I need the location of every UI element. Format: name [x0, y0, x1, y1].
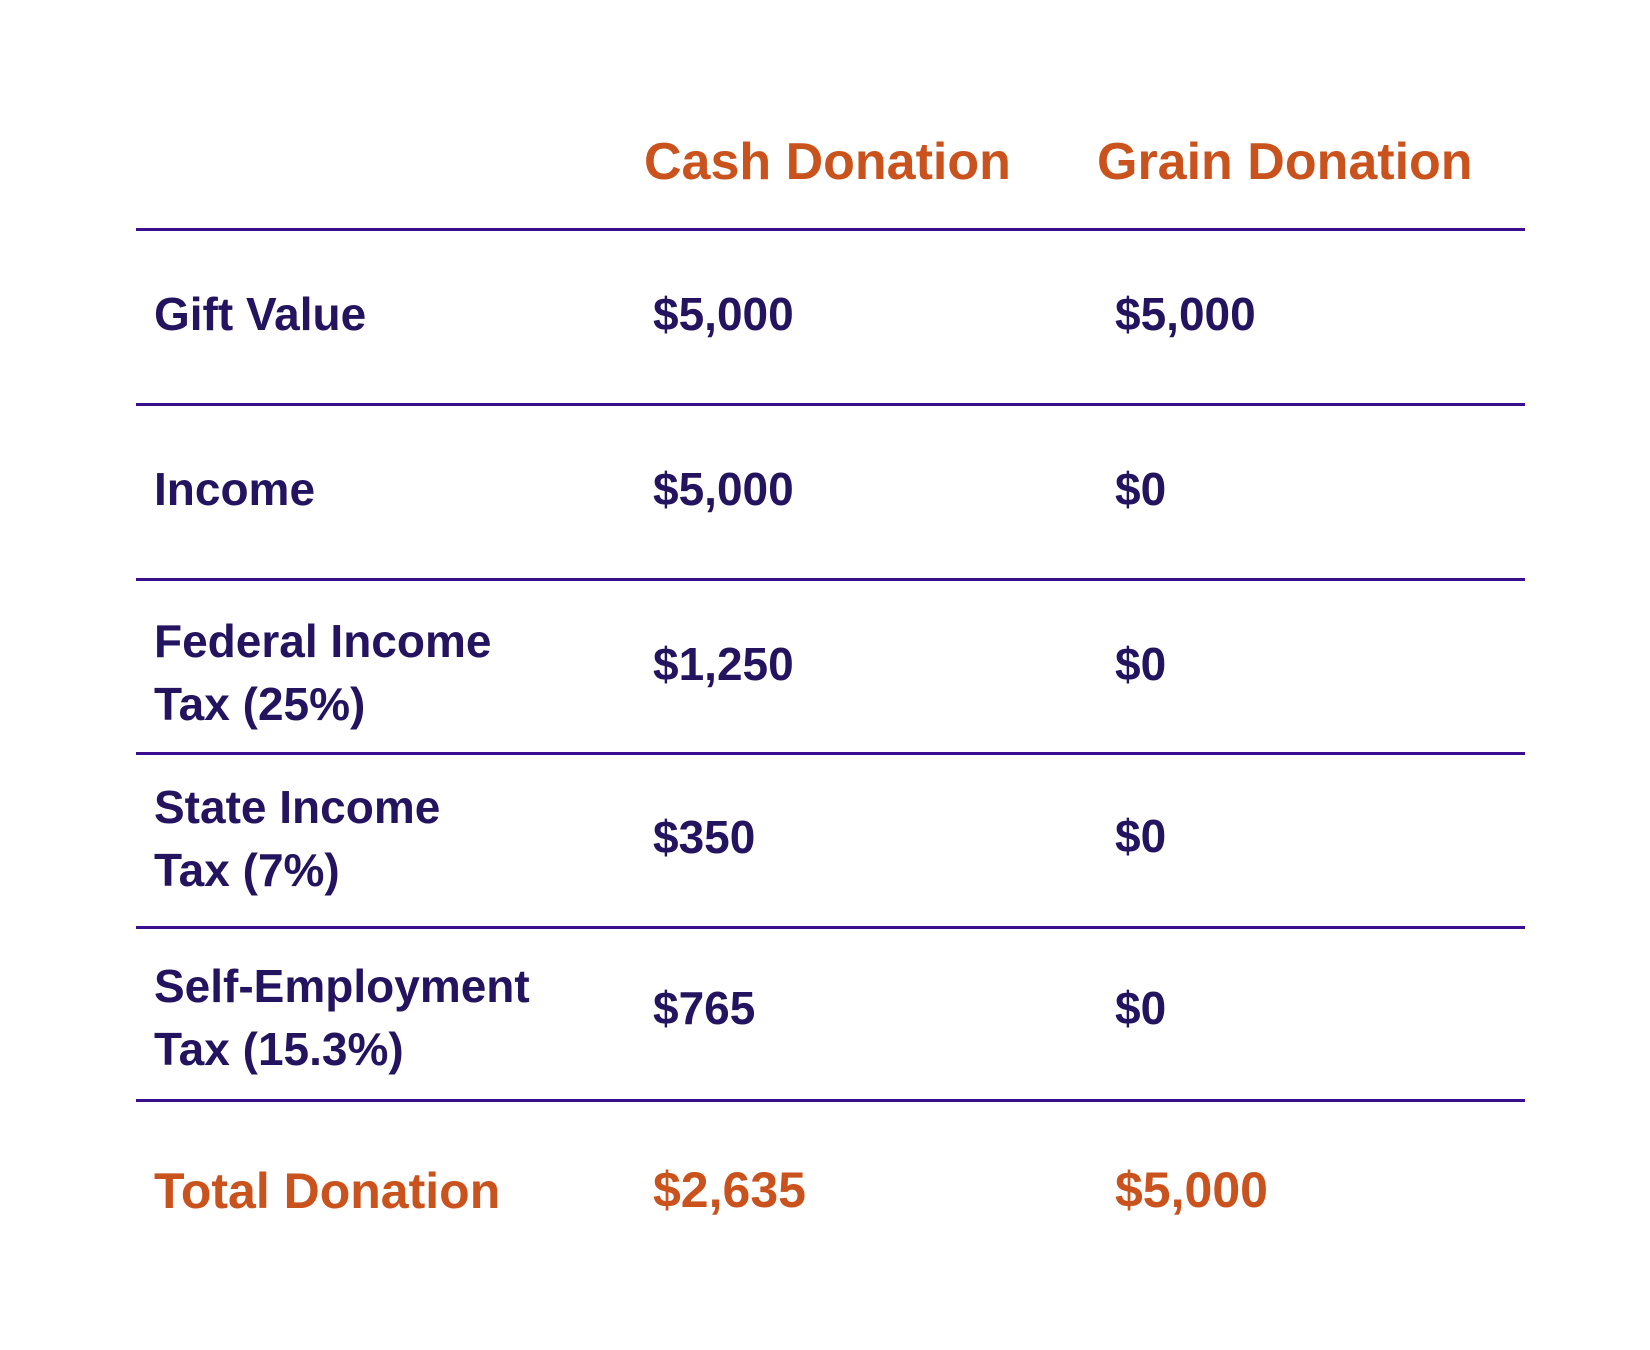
row-divider: [136, 1099, 1525, 1102]
row-label-line1: State Income: [154, 781, 441, 833]
header-grain-donation: Grain Donation: [1097, 133, 1473, 191]
cash-value: $350: [653, 811, 756, 863]
row-label: Income: [154, 463, 316, 515]
header-cash-donation: Cash Donation: [644, 133, 1011, 191]
row-divider: [136, 926, 1525, 929]
row-divider: [136, 752, 1525, 755]
total-label: Total Donation: [154, 1163, 501, 1219]
row-divider: [136, 578, 1525, 581]
row-label-line2: Tax (7%): [154, 844, 340, 896]
row-label-line1: Self-Employment: [154, 960, 530, 1012]
grain-value: $0: [1115, 982, 1167, 1034]
cash-value: $765: [653, 982, 756, 1034]
row-label-line2: Tax (25%): [154, 678, 366, 730]
cash-value: $5,000: [653, 463, 794, 515]
cash-value: $5,000: [653, 288, 794, 340]
grain-value: $0: [1115, 463, 1167, 515]
cash-value: $1,250: [653, 638, 794, 690]
grain-value: $0: [1115, 638, 1167, 690]
row-divider: [136, 403, 1525, 406]
total-cash-value: $2,635: [653, 1162, 806, 1218]
row-label-line2: Tax (15.3%): [154, 1023, 404, 1075]
row-label-line1: Federal Income: [154, 615, 492, 667]
row-label: Gift Value: [154, 288, 367, 340]
grain-value: $5,000: [1115, 288, 1256, 340]
grain-value: $0: [1115, 810, 1167, 862]
row-divider: [136, 228, 1525, 231]
total-grain-value: $5,000: [1115, 1162, 1268, 1218]
